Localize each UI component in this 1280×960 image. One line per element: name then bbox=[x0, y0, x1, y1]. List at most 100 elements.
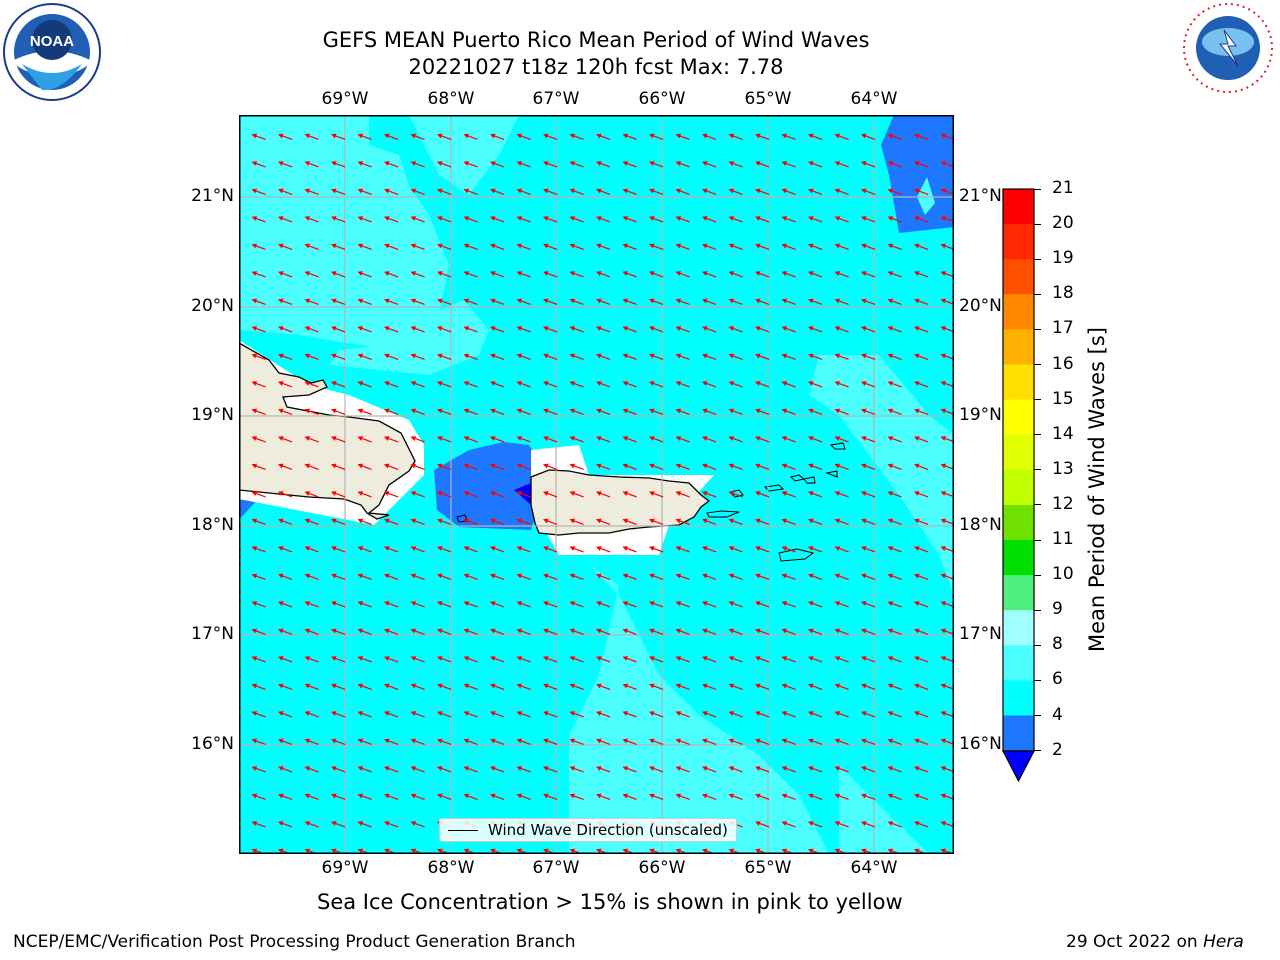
wind-wave-arrow bbox=[542, 656, 558, 663]
wind-wave-arrow bbox=[489, 628, 505, 635]
wind-wave-arrow bbox=[648, 738, 664, 745]
wind-wave-arrow bbox=[330, 656, 346, 663]
wind-wave-arrow bbox=[701, 408, 717, 415]
wind-wave-arrow bbox=[277, 243, 293, 250]
wind-wave-arrow bbox=[807, 628, 823, 635]
wind-wave-arrow bbox=[383, 628, 399, 635]
wind-wave-arrow bbox=[860, 436, 876, 443]
wind-wave-arrow bbox=[251, 271, 266, 278]
wind-wave-arrow bbox=[330, 436, 346, 443]
wind-wave-arrow bbox=[277, 766, 293, 773]
wind-wave-arrow bbox=[277, 601, 293, 608]
wind-wave-arrow bbox=[489, 766, 505, 773]
wind-wave-arrow bbox=[728, 738, 743, 745]
wind-wave-arrow bbox=[463, 738, 478, 745]
wind-wave-arrow bbox=[595, 298, 611, 305]
wind-wave-arrow bbox=[648, 601, 664, 608]
wind-wave-arrow bbox=[251, 326, 266, 333]
wind-wave-arrow bbox=[410, 656, 425, 663]
wind-wave-arrow bbox=[887, 628, 902, 635]
wind-wave-arrow bbox=[251, 656, 266, 663]
colorbar-label: Mean Period of Wind Waves [s] bbox=[1085, 327, 1109, 652]
wind-wave-arrow bbox=[463, 436, 478, 443]
wind-wave-arrow bbox=[754, 243, 770, 250]
wind-wave-arrow bbox=[357, 188, 372, 195]
wind-wave-arrow bbox=[728, 188, 743, 195]
wind-wave-arrow bbox=[913, 463, 929, 470]
wind-wave-arrow bbox=[807, 298, 823, 305]
wind-wave-arrow bbox=[807, 271, 823, 278]
wind-wave-arrow bbox=[595, 381, 611, 388]
wind-wave-arrow bbox=[516, 546, 531, 553]
wind-wave-arrow bbox=[516, 573, 531, 580]
wind-wave-arrow bbox=[595, 711, 611, 718]
wind-wave-arrow bbox=[701, 216, 717, 223]
wind-wave-arrow bbox=[516, 436, 531, 443]
wind-wave-arrow bbox=[516, 243, 531, 250]
wind-wave-arrow bbox=[410, 601, 425, 608]
wind-wave-arrow bbox=[330, 381, 346, 388]
lon-label-bottom: 66°W bbox=[638, 858, 686, 878]
wind-wave-arrow bbox=[860, 408, 876, 415]
wind-wave-arrow bbox=[648, 271, 664, 278]
wind-wave-arrow bbox=[516, 133, 531, 140]
wind-wave-arrow bbox=[728, 628, 743, 635]
wind-wave-arrow bbox=[489, 573, 505, 580]
wind-wave-arrow bbox=[595, 188, 611, 195]
wind-wave-arrow bbox=[330, 161, 346, 168]
lat-label-right: 16°N bbox=[959, 734, 1002, 754]
wind-wave-arrow bbox=[675, 436, 690, 443]
colorbar-underflow-arrow bbox=[1002, 750, 1035, 783]
wind-wave-arrow bbox=[542, 711, 558, 718]
wind-wave-arrow bbox=[781, 216, 796, 223]
noaa-logo-text: NOAA bbox=[30, 33, 74, 50]
colorbar-band bbox=[1003, 715, 1034, 752]
wind-wave-arrow bbox=[860, 491, 876, 498]
wind-wave-arrow bbox=[569, 711, 584, 718]
wind-wave-arrow bbox=[834, 188, 849, 195]
wind-wave-arrow bbox=[383, 408, 399, 415]
wind-wave-arrow bbox=[304, 821, 319, 828]
wind-wave-arrow bbox=[251, 573, 266, 580]
wind-wave-arrow bbox=[648, 436, 664, 443]
wind-wave-arrow bbox=[754, 656, 770, 663]
wind-wave-arrow bbox=[913, 738, 929, 745]
wind-wave-arrow bbox=[436, 491, 452, 498]
wind-wave-arrow bbox=[251, 188, 266, 195]
colorbar-tick-label: 12 bbox=[1052, 493, 1074, 514]
wind-wave-arrow bbox=[887, 491, 902, 498]
wind-wave-arrow bbox=[887, 821, 902, 828]
wind-wave-arrow bbox=[357, 573, 372, 580]
wind-wave-arrow bbox=[781, 133, 796, 140]
wind-wave-arrow bbox=[834, 326, 849, 333]
wind-wave-arrow bbox=[913, 573, 929, 580]
wave-period-zone-low bbox=[434, 442, 539, 530]
wind-wave-arrow bbox=[330, 463, 346, 470]
wind-wave-arrow bbox=[781, 573, 796, 580]
wind-wave-arrow bbox=[410, 216, 425, 223]
wind-wave-arrow bbox=[383, 656, 399, 663]
wind-wave-arrow bbox=[701, 711, 717, 718]
wind-wave-arrow bbox=[728, 161, 743, 168]
wind-wave-arrow bbox=[701, 683, 717, 690]
wind-wave-arrow bbox=[383, 518, 399, 525]
wind-wave-arrow bbox=[622, 491, 637, 498]
wind-wave-arrow bbox=[728, 381, 743, 388]
wind-wave-arrow bbox=[781, 766, 796, 773]
wind-wave-arrow bbox=[277, 188, 293, 195]
wind-wave-arrow bbox=[754, 408, 770, 415]
colorbar-tick-mark bbox=[1034, 328, 1041, 330]
wind-wave-arrow bbox=[304, 436, 319, 443]
footer-host: Hera bbox=[1203, 932, 1244, 952]
wind-wave-arrow bbox=[489, 463, 505, 470]
wind-wave-arrow bbox=[860, 353, 876, 360]
wind-wave-arrow bbox=[357, 216, 372, 223]
wind-wave-arrow bbox=[675, 491, 690, 498]
wind-wave-arrow bbox=[542, 161, 558, 168]
wind-wave-arrow bbox=[781, 243, 796, 250]
wind-wave-arrow bbox=[860, 656, 876, 663]
wind-wave-arrow bbox=[913, 243, 929, 250]
wind-wave-arrow bbox=[410, 133, 425, 140]
wind-wave-arrow bbox=[648, 656, 664, 663]
wind-wave-arrow bbox=[357, 298, 372, 305]
